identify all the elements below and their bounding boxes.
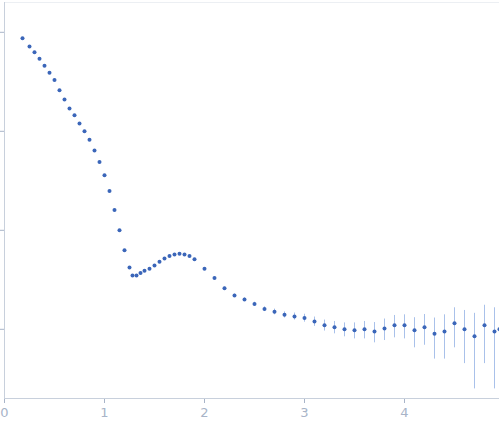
svg-text:0: 0: [0, 405, 8, 420]
svg-text:1: 1: [100, 405, 108, 420]
svg-text:2: 2: [200, 405, 208, 420]
svg-text:4: 4: [400, 405, 408, 420]
svg-text:3: 3: [300, 405, 308, 420]
